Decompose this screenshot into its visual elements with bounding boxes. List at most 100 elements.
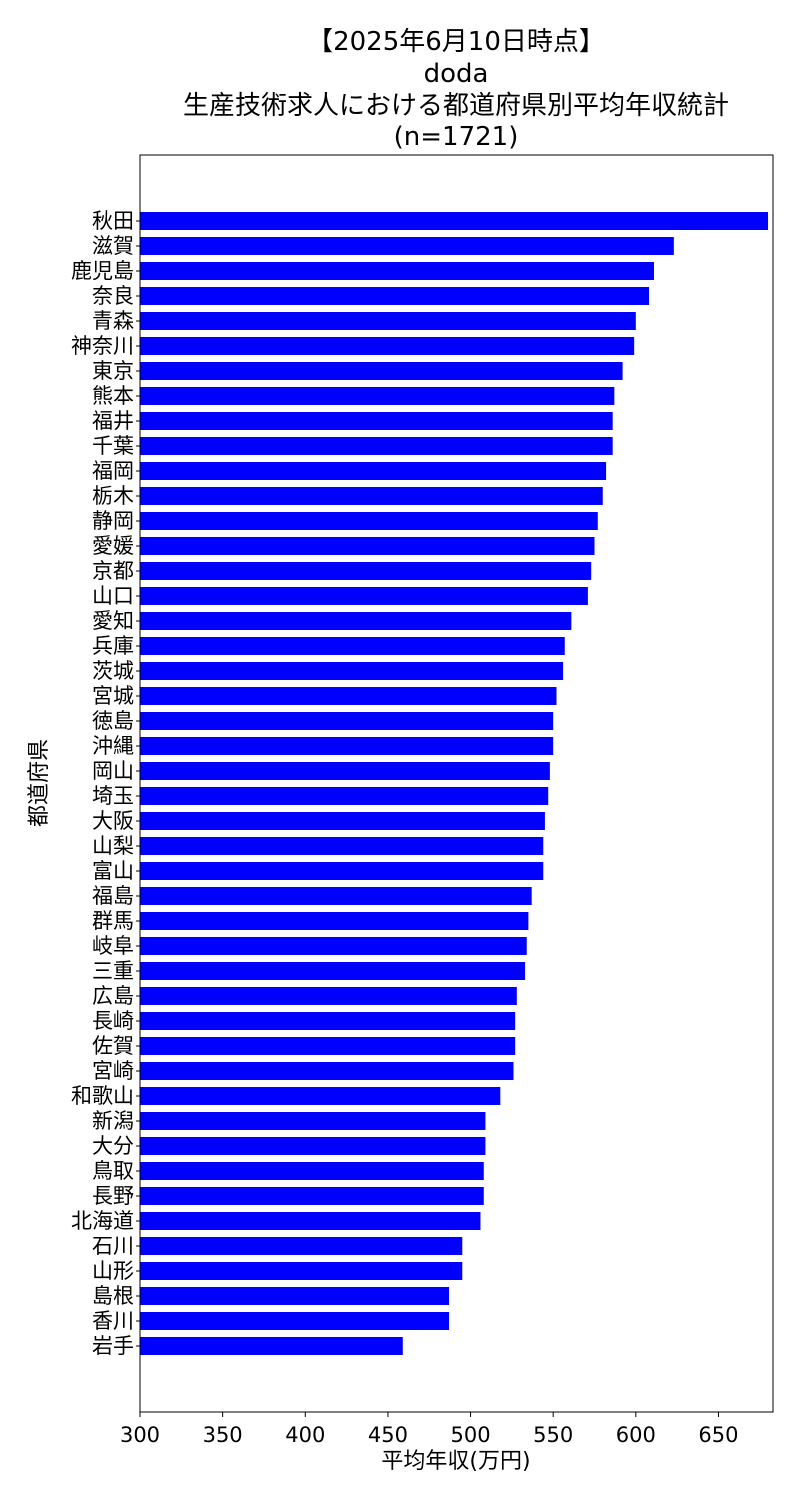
bar-0 — [140, 212, 769, 230]
category-label-45: 岩手 — [92, 1334, 134, 1358]
bar-8 — [140, 412, 613, 430]
bar-33 — [140, 1037, 516, 1055]
category-label-22: 岡山 — [92, 759, 134, 783]
category-label-33: 佐賀 — [92, 1034, 134, 1058]
category-label-6: 東京 — [92, 359, 134, 383]
category-label-29: 岐阜 — [92, 934, 134, 958]
bar-3 — [140, 287, 650, 305]
bar-40 — [140, 1212, 481, 1230]
chart-title: 【2025年6月10日時点】 doda 生産技術求人における都道府県別平均年収統… — [183, 27, 729, 152]
x-tick-label-4: 500 — [451, 1423, 491, 1447]
category-label-35: 和歌山 — [71, 1084, 134, 1108]
bar-34 — [140, 1062, 514, 1080]
category-label-12: 静岡 — [92, 509, 134, 533]
bar-17 — [140, 637, 565, 655]
category-label-40: 北海道 — [71, 1209, 134, 1233]
bar-2 — [140, 262, 655, 280]
bar-19 — [140, 687, 557, 705]
category-label-5: 神奈川 — [71, 334, 134, 358]
category-label-41: 石川 — [92, 1234, 134, 1258]
title-line-main: 生産技術求人における都道府県別平均年収統計 — [183, 91, 729, 121]
category-label-17: 兵庫 — [92, 634, 134, 658]
bar-41 — [140, 1237, 463, 1255]
title-line-source: doda — [424, 59, 489, 89]
category-label-2: 鹿児島 — [71, 259, 134, 283]
category-label-0: 秋田 — [92, 209, 134, 233]
x-tick-label-5: 550 — [533, 1423, 573, 1447]
category-label-30: 三重 — [92, 959, 134, 983]
category-label-7: 熊本 — [92, 384, 134, 408]
category-label-4: 青森 — [92, 309, 134, 333]
category-label-16: 愛知 — [92, 609, 134, 633]
bar-20 — [140, 712, 554, 730]
category-label-23: 埼玉 — [92, 784, 134, 808]
category-label-18: 茨城 — [92, 659, 134, 683]
category-label-14: 京都 — [92, 559, 134, 583]
category-label-27: 福島 — [92, 884, 134, 908]
x-tick-label-2: 400 — [285, 1423, 325, 1447]
bar-16 — [140, 612, 572, 630]
bar-12 — [140, 512, 598, 530]
bar-22 — [140, 762, 550, 780]
category-labels: 秋田滋賀鹿児島奈良青森神奈川東京熊本福井千葉福岡栃木静岡愛媛京都山口愛知兵庫茨城… — [71, 209, 140, 1358]
y-axis-label: 都道府県 — [27, 739, 52, 827]
x-tick-label-6: 600 — [616, 1423, 656, 1447]
category-label-43: 島根 — [92, 1284, 134, 1308]
category-label-42: 山形 — [92, 1259, 134, 1283]
category-label-20: 徳島 — [92, 709, 134, 733]
category-label-38: 鳥取 — [92, 1159, 134, 1183]
category-label-31: 広島 — [92, 984, 134, 1008]
x-tick-label-7: 650 — [698, 1423, 738, 1447]
category-label-36: 新潟 — [92, 1109, 134, 1133]
bar-45 — [140, 1337, 403, 1355]
bar-23 — [140, 787, 549, 805]
title-line-date: 【2025年6月10日時点】 — [307, 27, 605, 57]
bar-36 — [140, 1112, 486, 1130]
bar-9 — [140, 437, 613, 455]
bar-1 — [140, 237, 674, 255]
bar-7 — [140, 387, 615, 405]
x-tick-label-3: 450 — [368, 1423, 408, 1447]
category-label-25: 山梨 — [92, 834, 134, 858]
bar-43 — [140, 1287, 450, 1305]
bar-32 — [140, 1012, 516, 1030]
bar-13 — [140, 537, 595, 555]
bar-18 — [140, 662, 564, 680]
bar-6 — [140, 362, 623, 380]
bar-27 — [140, 887, 532, 905]
bar-38 — [140, 1162, 484, 1180]
bar-37 — [140, 1137, 486, 1155]
category-label-10: 福岡 — [92, 459, 134, 483]
x-axis-ticks: 300 350 400 450 500 550 600 650 — [120, 1412, 739, 1447]
category-label-28: 群馬 — [92, 909, 134, 933]
bar-42 — [140, 1262, 463, 1280]
bars — [140, 212, 769, 1355]
bar-29 — [140, 937, 527, 955]
bar-11 — [140, 487, 603, 505]
bar-39 — [140, 1187, 484, 1205]
bar-30 — [140, 962, 526, 980]
title-line-sample-size: (n=1721) — [394, 122, 519, 152]
category-label-19: 宮城 — [92, 684, 134, 708]
category-label-11: 栃木 — [92, 484, 134, 508]
bar-44 — [140, 1312, 450, 1330]
bar-15 — [140, 587, 588, 605]
category-label-9: 千葉 — [92, 434, 134, 458]
x-tick-label-1: 350 — [203, 1423, 243, 1447]
bar-4 — [140, 312, 636, 330]
category-label-1: 滋賀 — [92, 234, 134, 258]
bar-31 — [140, 987, 517, 1005]
bar-5 — [140, 337, 635, 355]
category-label-39: 長野 — [92, 1184, 134, 1208]
bar-35 — [140, 1087, 501, 1105]
bar-10 — [140, 462, 607, 480]
category-label-24: 大阪 — [92, 809, 134, 833]
category-label-37: 大分 — [92, 1134, 134, 1158]
bar-14 — [140, 562, 592, 580]
category-label-13: 愛媛 — [92, 534, 134, 558]
bar-24 — [140, 812, 545, 830]
x-axis-label: 平均年収(万円) — [381, 1449, 530, 1474]
category-label-34: 宮崎 — [92, 1059, 134, 1083]
category-label-26: 富山 — [92, 859, 134, 883]
category-label-44: 香川 — [92, 1309, 134, 1333]
